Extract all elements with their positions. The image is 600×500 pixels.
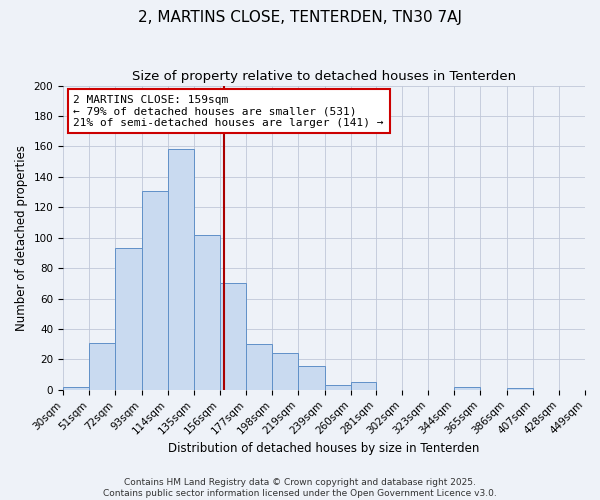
- Bar: [325, 386, 351, 390]
- Bar: [167, 150, 194, 390]
- Bar: [506, 388, 533, 390]
- Title: Size of property relative to detached houses in Tenterden: Size of property relative to detached ho…: [132, 70, 516, 83]
- Bar: [63, 387, 89, 390]
- Bar: [220, 284, 246, 390]
- Bar: [272, 354, 298, 390]
- Text: 2, MARTINS CLOSE, TENTERDEN, TN30 7AJ: 2, MARTINS CLOSE, TENTERDEN, TN30 7AJ: [138, 10, 462, 25]
- Bar: [246, 344, 272, 390]
- X-axis label: Distribution of detached houses by size in Tenterden: Distribution of detached houses by size …: [169, 442, 480, 455]
- Bar: [89, 342, 115, 390]
- Bar: [454, 387, 481, 390]
- Bar: [351, 382, 376, 390]
- Y-axis label: Number of detached properties: Number of detached properties: [15, 144, 28, 330]
- Text: Contains HM Land Registry data © Crown copyright and database right 2025.
Contai: Contains HM Land Registry data © Crown c…: [103, 478, 497, 498]
- Bar: [142, 190, 167, 390]
- Bar: [298, 366, 325, 390]
- Bar: [194, 234, 220, 390]
- Text: 2 MARTINS CLOSE: 159sqm
← 79% of detached houses are smaller (531)
21% of semi-d: 2 MARTINS CLOSE: 159sqm ← 79% of detache…: [73, 94, 384, 128]
- Bar: [115, 248, 142, 390]
